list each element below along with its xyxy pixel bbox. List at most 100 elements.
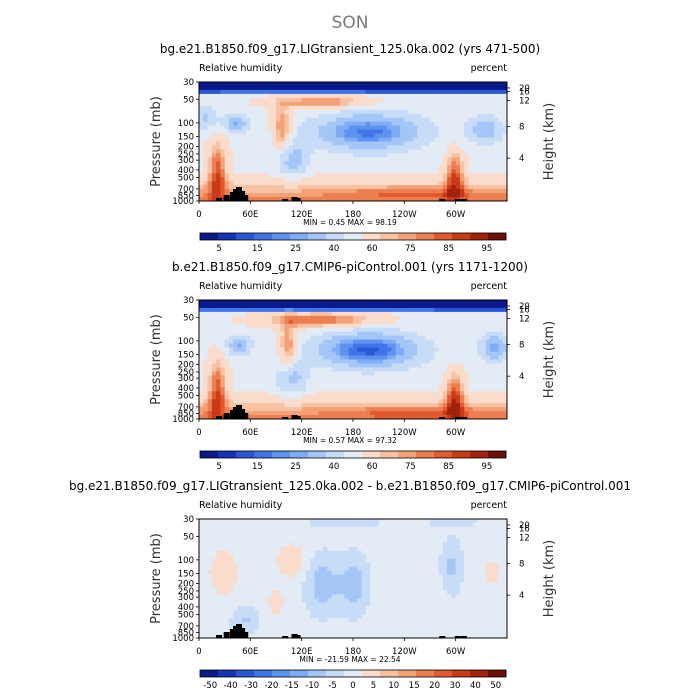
heatmap-cell bbox=[477, 169, 482, 174]
heatmap-cell bbox=[472, 339, 478, 345]
heatmap-cell bbox=[224, 129, 230, 134]
heatmap-cell bbox=[305, 355, 311, 360]
heatmap-cell bbox=[224, 530, 230, 536]
heatmap-cell bbox=[310, 197, 315, 202]
heatmap-cell bbox=[233, 97, 238, 103]
heatmap-cell bbox=[246, 197, 251, 202]
heatmap-cell bbox=[485, 177, 491, 182]
heatmap-cell bbox=[344, 311, 350, 317]
heatmap-cell bbox=[438, 121, 444, 127]
heatmap-cell bbox=[246, 153, 251, 158]
heatmap-cell bbox=[297, 121, 303, 127]
heatmap-cell bbox=[370, 97, 375, 103]
heatmap-cell bbox=[464, 141, 469, 146]
heatmap-cell bbox=[216, 371, 221, 376]
heatmap-cell bbox=[293, 82, 298, 87]
heatmap-cell bbox=[288, 303, 294, 309]
heatmap-cell bbox=[370, 93, 375, 99]
heatmap-cell bbox=[288, 542, 294, 548]
heatmap-cell bbox=[361, 415, 367, 420]
heatmap-cell bbox=[271, 371, 277, 376]
heatmap-cell bbox=[305, 121, 311, 127]
heatmap-cell bbox=[254, 82, 260, 87]
heatmap-cell bbox=[280, 85, 285, 91]
heatmap-cell bbox=[353, 121, 358, 127]
heatmap-cell bbox=[498, 93, 504, 99]
heatmap-cell bbox=[412, 303, 418, 309]
heatmap-cell bbox=[228, 407, 234, 412]
heatmap-cell bbox=[459, 359, 465, 364]
heatmap-cell bbox=[494, 363, 499, 368]
heatmap-cell bbox=[246, 117, 251, 123]
heatmap-cell bbox=[498, 355, 504, 360]
heatmap-cell bbox=[310, 542, 315, 548]
x-tick-label: 120E bbox=[291, 210, 313, 220]
heatmap-cell bbox=[331, 371, 337, 376]
heatmap-cell bbox=[447, 387, 452, 392]
heatmap-cell bbox=[237, 109, 243, 115]
heatmap-cell bbox=[353, 415, 358, 420]
heatmap-cell bbox=[421, 530, 427, 536]
heatmap-cell bbox=[374, 177, 380, 182]
heatmap-cell bbox=[297, 347, 303, 352]
heatmap-cell bbox=[425, 351, 431, 356]
heatmap-cell bbox=[502, 411, 508, 416]
heatmap-cell bbox=[301, 399, 307, 404]
heatmap-cell bbox=[276, 359, 281, 364]
heatmap-cell bbox=[400, 327, 405, 333]
heatmap-cell bbox=[485, 411, 491, 416]
heatmap-cell bbox=[280, 165, 285, 170]
heatmap-cell bbox=[455, 193, 461, 198]
colorbar-swatch bbox=[254, 451, 273, 458]
heatmap-cell bbox=[481, 153, 487, 158]
heatmap-cell bbox=[477, 185, 482, 190]
heatmap-cell bbox=[267, 355, 273, 360]
heatmap-cell bbox=[370, 379, 375, 384]
heatmap-cell bbox=[305, 181, 311, 186]
heatmap-cell bbox=[408, 82, 414, 87]
heatmap-cell bbox=[254, 530, 260, 536]
heatmap-cell bbox=[387, 395, 392, 400]
heatmap-cell bbox=[361, 411, 367, 416]
heatmap-cell bbox=[353, 530, 358, 536]
heatmap-cell bbox=[485, 193, 491, 198]
heatmap-cell bbox=[438, 149, 444, 154]
heatmap-cell bbox=[246, 407, 251, 412]
heatmap-cell bbox=[459, 193, 465, 198]
heatmap-cell bbox=[447, 522, 452, 528]
heatmap-cell bbox=[327, 113, 333, 119]
heatmap-cell bbox=[288, 161, 294, 166]
heatmap-cell bbox=[263, 375, 268, 380]
heatmap-cell bbox=[327, 335, 333, 341]
heatmap-cell bbox=[459, 133, 465, 138]
heatmap-cell bbox=[387, 371, 392, 376]
heatmap-cell bbox=[395, 411, 401, 416]
heatmap-cell bbox=[288, 149, 294, 154]
heatmap-cell bbox=[233, 89, 238, 95]
heatmap-cell bbox=[284, 363, 290, 368]
heatmap-cell bbox=[434, 351, 439, 356]
heatmap-cell bbox=[250, 93, 256, 99]
heatmap-cell bbox=[314, 97, 320, 103]
heatmap-cell bbox=[237, 157, 243, 162]
heatmap-cell bbox=[314, 149, 320, 154]
heatmap-cell bbox=[211, 129, 217, 134]
heatmap-cell bbox=[442, 335, 448, 341]
heatmap-cell bbox=[400, 526, 405, 532]
heatmap-cell bbox=[335, 315, 341, 321]
heatmap-cell bbox=[442, 343, 448, 348]
heatmap-cell bbox=[233, 133, 238, 138]
y2-tick-label: 4 bbox=[519, 372, 524, 382]
heatmap-cell bbox=[246, 319, 251, 325]
heatmap-cell bbox=[442, 383, 448, 388]
heatmap-cell bbox=[284, 526, 290, 532]
heatmap-cell bbox=[498, 375, 504, 380]
heatmap-cell bbox=[224, 85, 230, 91]
heatmap-cell bbox=[477, 311, 482, 317]
heatmap-cell bbox=[340, 315, 345, 321]
heatmap-cell bbox=[468, 415, 474, 420]
heatmap-cell bbox=[263, 125, 268, 130]
heatmap-cell bbox=[485, 526, 491, 532]
heatmap-cell bbox=[430, 411, 435, 416]
heatmap-cell bbox=[220, 311, 226, 317]
